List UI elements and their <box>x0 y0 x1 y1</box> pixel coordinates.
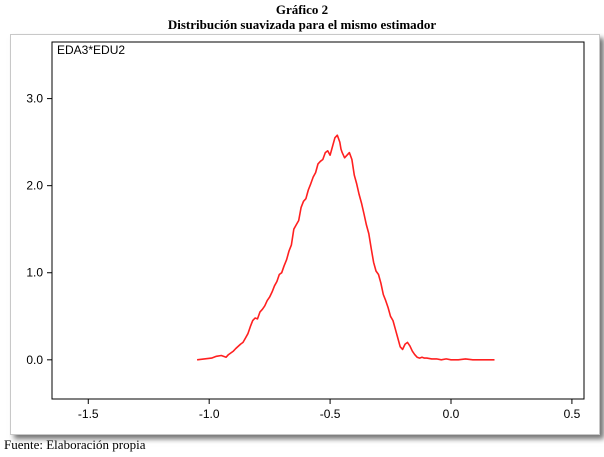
figure-title: Gráfico 2 <box>275 2 329 17</box>
y-tick-label: 1.0 <box>26 266 43 280</box>
source-footnote: Fuente: Elaboración propia <box>4 437 146 452</box>
density-chart: EDA3*EDU2 -1.5 -1.0 -0.5 0.0 0.5 0.0 1.0 2.0 3.0 <box>26 41 585 421</box>
chart-frame: EDA3*EDU2 -1.5 -1.0 -0.5 0.0 0.5 0.0 1.0 2.0 3.0 <box>10 34 600 435</box>
figure-subtitle: Distribución suavizada para el mismo est… <box>167 17 437 32</box>
density-line <box>197 134 495 361</box>
y-tick-label: 2.0 <box>26 179 43 193</box>
panel-label: EDA3*EDU2 <box>57 43 125 57</box>
x-tick-label: 0.5 <box>564 407 581 421</box>
y-tick-label: 0.0 <box>26 353 43 367</box>
x-tick-label: 0.0 <box>443 407 460 421</box>
y-tick-label: 3.0 <box>26 92 43 106</box>
x-tick-label: -1.0 <box>199 407 220 421</box>
x-tick-label: -0.5 <box>320 407 341 421</box>
plot-area-border <box>51 41 585 400</box>
x-tick-label: -1.5 <box>78 407 99 421</box>
